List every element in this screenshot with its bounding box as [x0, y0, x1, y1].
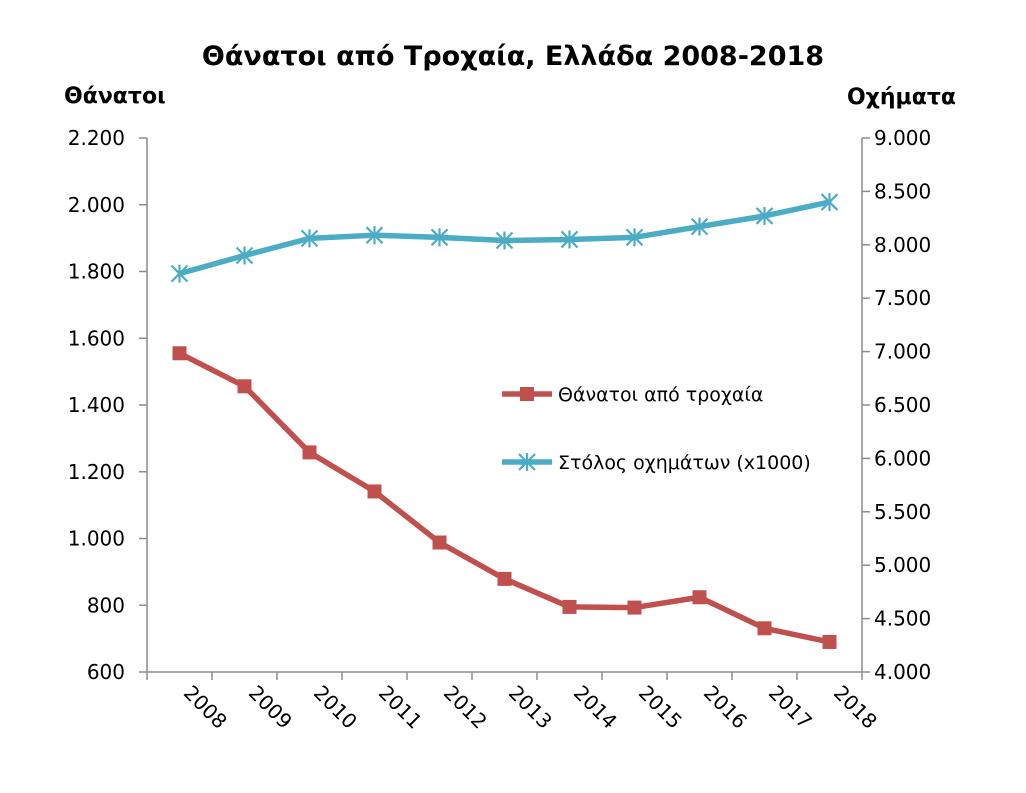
x-axis-ticks: 2008 2009 2010 2011 2012 2013 2014 2015 2016 2017… [146, 672, 882, 734]
x-tick-label: 2009 [244, 681, 297, 734]
x-tick-label: 2016 [699, 681, 752, 734]
series-2 [170, 193, 839, 283]
data-point [235, 246, 254, 265]
data-point [237, 379, 252, 394]
left-axis-ticks: 600 800 1.000 1.200 1.400 1.600 1.800 2.000 2.20… [68, 126, 147, 684]
data-point [432, 535, 447, 550]
data-point [430, 228, 449, 247]
data-point [495, 231, 514, 250]
right-tick-label: 4.000 [874, 660, 931, 684]
data-point [172, 346, 187, 361]
right-axis-title: Οχήματα [847, 85, 956, 110]
data-point [755, 206, 774, 225]
data-point [365, 226, 384, 245]
legend: Θάνατοι από τροχαία Στόλος οχημάτων (x100… [502, 384, 811, 474]
right-tick-label: 5.000 [874, 553, 931, 577]
data-point [692, 590, 707, 605]
legend-item: Θάνατοι από τροχαία [502, 384, 763, 406]
left-tick-label: 600 [87, 660, 125, 684]
left-tick-label: 1.200 [68, 460, 125, 484]
chart-title: Θάνατοι από Τροχαία, Ελλάδα 2008-2018 [202, 41, 824, 72]
legend-marker [520, 387, 534, 401]
left-tick-label: 1.400 [68, 393, 125, 417]
right-tick-label: 4.500 [874, 607, 931, 631]
data-point [820, 193, 839, 212]
legend-item: Στόλος οχημάτων (x1000) [502, 452, 811, 474]
series-layer [170, 193, 839, 649]
data-point [625, 228, 644, 247]
right-tick-label: 8.500 [874, 179, 931, 203]
right-tick-label: 8.000 [874, 233, 931, 257]
left-tick-label: 2.000 [68, 193, 125, 217]
data-point [300, 229, 319, 248]
x-tick-label: 2011 [374, 681, 427, 734]
right-tick-label: 9.000 [874, 126, 931, 150]
x-tick-label: 2012 [439, 681, 492, 734]
data-point [627, 600, 642, 615]
data-point [560, 230, 579, 249]
right-tick-label: 6.000 [874, 446, 931, 470]
data-point [822, 634, 837, 649]
right-tick-label: 6.500 [874, 393, 931, 417]
x-tick-label: 2008 [179, 681, 232, 734]
right-tick-label: 7.500 [874, 286, 931, 310]
x-tick-label: 2014 [569, 681, 622, 734]
data-point [757, 621, 772, 636]
right-axis-ticks: 4.000 4.500 5.000 5.500 6.000 6.500 7.000 7.500… [862, 126, 931, 684]
left-tick-label: 800 [87, 593, 125, 617]
legend-label: Στόλος οχημάτων (x1000) [558, 452, 811, 474]
left-axis-title: Θάνατοι [64, 84, 166, 109]
data-point [690, 217, 709, 236]
right-tick-label: 7.000 [874, 340, 931, 364]
legend-label: Θάνατοι από τροχαία [558, 384, 763, 406]
series-1 [172, 346, 837, 649]
x-tick-label: 2015 [634, 681, 687, 734]
legend-marker [518, 453, 536, 471]
left-tick-label: 2.200 [68, 126, 125, 150]
left-tick-label: 1.800 [68, 260, 125, 284]
x-tick-label: 2013 [504, 681, 557, 734]
data-point [302, 445, 317, 460]
right-tick-label: 5.500 [874, 500, 931, 524]
data-point [367, 484, 382, 499]
left-tick-label: 1.000 [68, 527, 125, 551]
data-point [562, 599, 577, 614]
x-tick-label: 2018 [829, 681, 882, 734]
x-tick-label: 2010 [309, 681, 362, 734]
left-tick-label: 1.600 [68, 326, 125, 350]
x-tick-label: 2017 [764, 681, 817, 734]
data-point [170, 264, 189, 283]
data-point [497, 571, 512, 586]
